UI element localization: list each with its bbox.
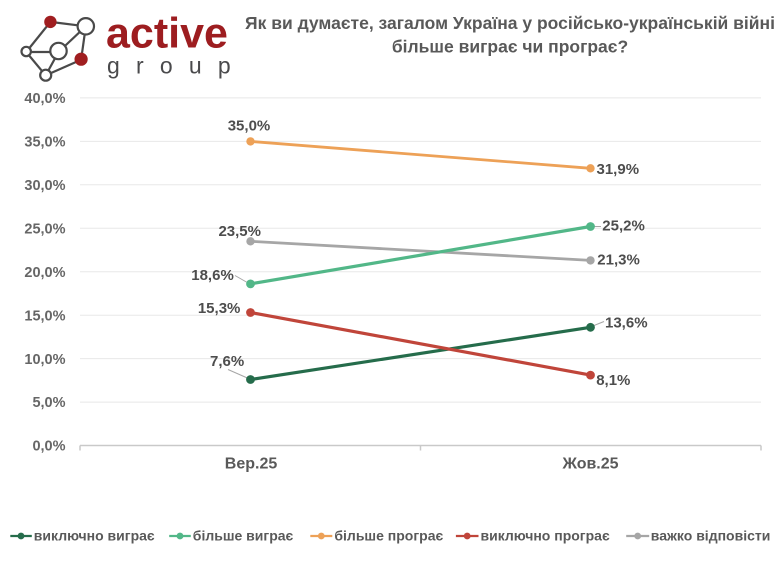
svg-text:31,9%: 31,9% <box>597 161 640 178</box>
svg-text:35,0%: 35,0% <box>228 118 271 135</box>
svg-text:25,2%: 25,2% <box>602 218 645 235</box>
svg-text:23,5%: 23,5% <box>218 223 261 240</box>
svg-text:7,6%: 7,6% <box>210 353 244 370</box>
svg-text:Вер.25: Вер.25 <box>225 456 278 473</box>
svg-text:8,1%: 8,1% <box>596 372 630 389</box>
svg-text:25,0%: 25,0% <box>24 221 65 237</box>
svg-text:виключно виграє: виключно виграє <box>34 528 155 544</box>
svg-text:більше виграє чи програє?: більше виграє чи програє? <box>392 37 628 57</box>
svg-text:group: group <box>107 53 247 79</box>
svg-text:active: active <box>106 10 228 58</box>
svg-text:0,0%: 0,0% <box>32 439 65 455</box>
svg-text:18,6%: 18,6% <box>191 267 234 284</box>
svg-text:30,0%: 30,0% <box>24 178 65 194</box>
svg-text:15,3%: 15,3% <box>198 300 241 317</box>
svg-text:більше виграє: більше виграє <box>193 528 294 544</box>
svg-text:20,0%: 20,0% <box>24 265 65 281</box>
svg-text:13,6%: 13,6% <box>605 315 648 332</box>
svg-text:виключно програє: виключно програє <box>481 528 610 544</box>
svg-text:21,3%: 21,3% <box>597 252 640 269</box>
svg-text:більше програє: більше програє <box>334 528 443 544</box>
svg-text:35,0%: 35,0% <box>24 135 65 151</box>
svg-text:40,0%: 40,0% <box>24 91 65 107</box>
svg-text:Жов.25: Жов.25 <box>561 456 618 473</box>
svg-text:10,0%: 10,0% <box>24 352 65 368</box>
svg-text:важко відповісти: важко відповісти <box>651 528 771 544</box>
svg-text:15,0%: 15,0% <box>24 308 65 324</box>
svg-text:Як ви думаєте, загалом Україна: Як ви думаєте, загалом Україна у російсь… <box>245 13 775 33</box>
svg-text:5,0%: 5,0% <box>32 395 65 411</box>
